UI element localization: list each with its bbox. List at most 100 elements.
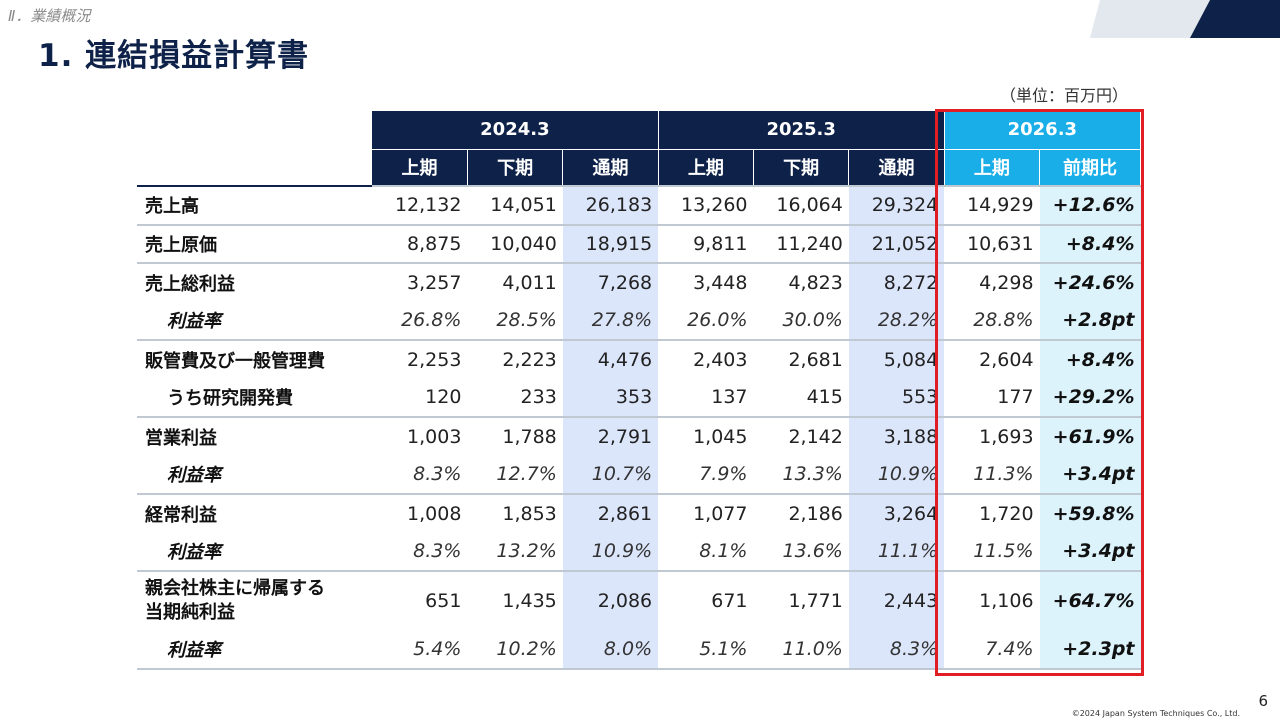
- value-cell: 553: [848, 378, 945, 417]
- row-label: うち研究開発費: [167, 388, 293, 410]
- value-cell: 5,084: [848, 339, 945, 379]
- value-cell: 4,823: [753, 262, 849, 302]
- year-header-row: 2024.3 2025.3 2026.3: [137, 111, 1142, 149]
- year-header-2025: 2025.3: [658, 111, 945, 149]
- unit-label: （単位：百万円）: [1000, 86, 1129, 105]
- value-cell: 12.7%: [496, 463, 557, 486]
- value-cell: 14,929: [944, 185, 1040, 225]
- period-header: 上期: [658, 148, 755, 186]
- value-cell: 7.4%: [944, 630, 1040, 670]
- value-cell: 5.4%: [372, 630, 468, 670]
- value-cell: 2,403: [658, 339, 754, 379]
- row-net-margin: 利益率 5.4% 10.2% 8.0% 5.1% 11.0% 8.3% 7.4% +2.3pt: [137, 630, 1141, 670]
- period-header: 通期: [562, 148, 659, 186]
- page-title: 1. 連結損益計算書: [38, 38, 310, 74]
- value-cell: 3,188: [848, 416, 945, 456]
- value-cell: 1,003: [372, 416, 468, 456]
- change-cell: +59.8%: [1039, 493, 1141, 533]
- value-cell: 2,861: [562, 493, 659, 533]
- value-cell: 8.1%: [699, 540, 748, 563]
- value-cell: 13.6%: [782, 540, 843, 563]
- value-cell: 3,264: [848, 493, 945, 533]
- value-cell: 120: [425, 386, 462, 409]
- value-cell: 4,298: [944, 262, 1040, 302]
- change-cell: +64.7%: [1039, 570, 1141, 630]
- value-cell: 2,142: [753, 416, 849, 456]
- change-cell: +29.2%: [1039, 378, 1141, 417]
- value-cell: 2,086: [562, 570, 659, 630]
- value-cell: 1,853: [467, 493, 563, 533]
- row-label: 利益率: [167, 542, 221, 564]
- row-label: 売上総利益: [137, 262, 373, 302]
- row-label: 利益率: [167, 465, 221, 487]
- value-cell: 10.9%: [848, 455, 945, 494]
- value-cell: 11,240: [753, 223, 849, 263]
- row-net-income: 親会社株主に帰属する 当期純利益 651 1,435 2,086 671 1,771 2,44…: [137, 570, 1141, 630]
- row-gross-profit: 売上総利益 3,257 4,011 7,268 3,448 4,823 8,272 4,298…: [137, 262, 1141, 302]
- change-cell: +61.9%: [1039, 416, 1141, 456]
- header-blank: [137, 111, 372, 149]
- row-label-line: 当期純利益: [145, 602, 235, 623]
- change-cell: +2.3pt: [1039, 630, 1141, 670]
- value-cell: 8.3%: [848, 630, 945, 670]
- period-header-row: 上期 下期 通期 上期 下期 通期 上期 前期比: [137, 148, 1141, 187]
- value-cell: 11.5%: [973, 540, 1034, 563]
- value-cell: 8,875: [372, 223, 468, 263]
- section-label: Ⅱ．業績概況: [8, 7, 91, 25]
- row-operating-margin: 利益率 8.3% 12.7% 10.7% 7.9% 13.3% 10.9% 11.3% +3.4…: [137, 455, 1141, 494]
- value-cell: 8,272: [848, 262, 945, 302]
- value-cell: 1,077: [658, 493, 754, 533]
- value-cell: 8.3%: [413, 540, 462, 563]
- period-header: 通期: [848, 148, 945, 186]
- row-label: 販管費及び一般管理費: [137, 339, 373, 379]
- change-cell: +12.6%: [1039, 185, 1141, 225]
- row-cost-of-sales: 売上原価 8,875 10,040 18,915 9,811 11,240 21,052 10…: [137, 223, 1141, 263]
- value-cell: 10.7%: [562, 455, 659, 494]
- value-cell: 30.0%: [782, 309, 843, 332]
- row-label: 営業利益: [137, 416, 373, 456]
- value-cell: 7.9%: [699, 463, 748, 486]
- value-cell: 12,132: [372, 185, 468, 225]
- header-blank: [137, 148, 373, 187]
- value-cell: 4,011: [467, 262, 563, 302]
- value-cell: 14,051: [467, 185, 563, 225]
- value-cell: 5.1%: [658, 630, 754, 670]
- value-cell: 1,788: [467, 416, 563, 456]
- value-cell: 8.0%: [562, 630, 659, 670]
- value-cell: 10.2%: [467, 630, 563, 670]
- value-cell: 28.8%: [973, 309, 1034, 332]
- value-cell: 2,604: [944, 339, 1040, 379]
- value-cell: 11.0%: [753, 630, 849, 670]
- value-cell: 2,186: [753, 493, 849, 533]
- row-label: 利益率: [167, 311, 221, 333]
- row-label-line: 親会社株主に帰属する: [145, 578, 325, 599]
- period-header: 下期: [753, 148, 850, 186]
- period-header: 下期: [467, 148, 564, 186]
- value-cell: 2,443: [848, 570, 945, 630]
- value-cell: 21,052: [848, 223, 945, 263]
- value-cell: 353: [562, 378, 659, 417]
- value-cell: 3,257: [372, 262, 468, 302]
- row-rnd: うち研究開発費 120 233 353 137 415 553 177 +29.2%: [137, 378, 1141, 417]
- value-cell: 28.2%: [848, 301, 945, 340]
- change-cell: +8.4%: [1039, 339, 1141, 379]
- change-cell: +3.4pt: [1039, 532, 1141, 571]
- value-cell: 13.2%: [496, 540, 557, 563]
- value-cell: 1,008: [372, 493, 468, 533]
- value-cell: 1,435: [467, 570, 563, 630]
- value-cell: 7,268: [562, 262, 659, 302]
- value-cell: 233: [520, 386, 557, 409]
- value-cell: 26.8%: [401, 309, 462, 332]
- value-cell: 651: [372, 570, 468, 630]
- year-header-2026: 2026.3: [944, 111, 1142, 149]
- row-label: 売上高: [137, 185, 373, 225]
- period-header: 上期: [372, 148, 468, 186]
- value-cell: 26,183: [562, 185, 659, 225]
- value-cell: 9,811: [658, 223, 754, 263]
- row-label: 親会社株主に帰属する 当期純利益: [137, 570, 373, 630]
- value-cell: 26.0%: [687, 309, 748, 332]
- value-cell: 10.9%: [562, 532, 659, 571]
- value-cell: 671: [658, 570, 754, 630]
- value-cell: 1,693: [944, 416, 1040, 456]
- value-cell: 3,448: [658, 262, 754, 302]
